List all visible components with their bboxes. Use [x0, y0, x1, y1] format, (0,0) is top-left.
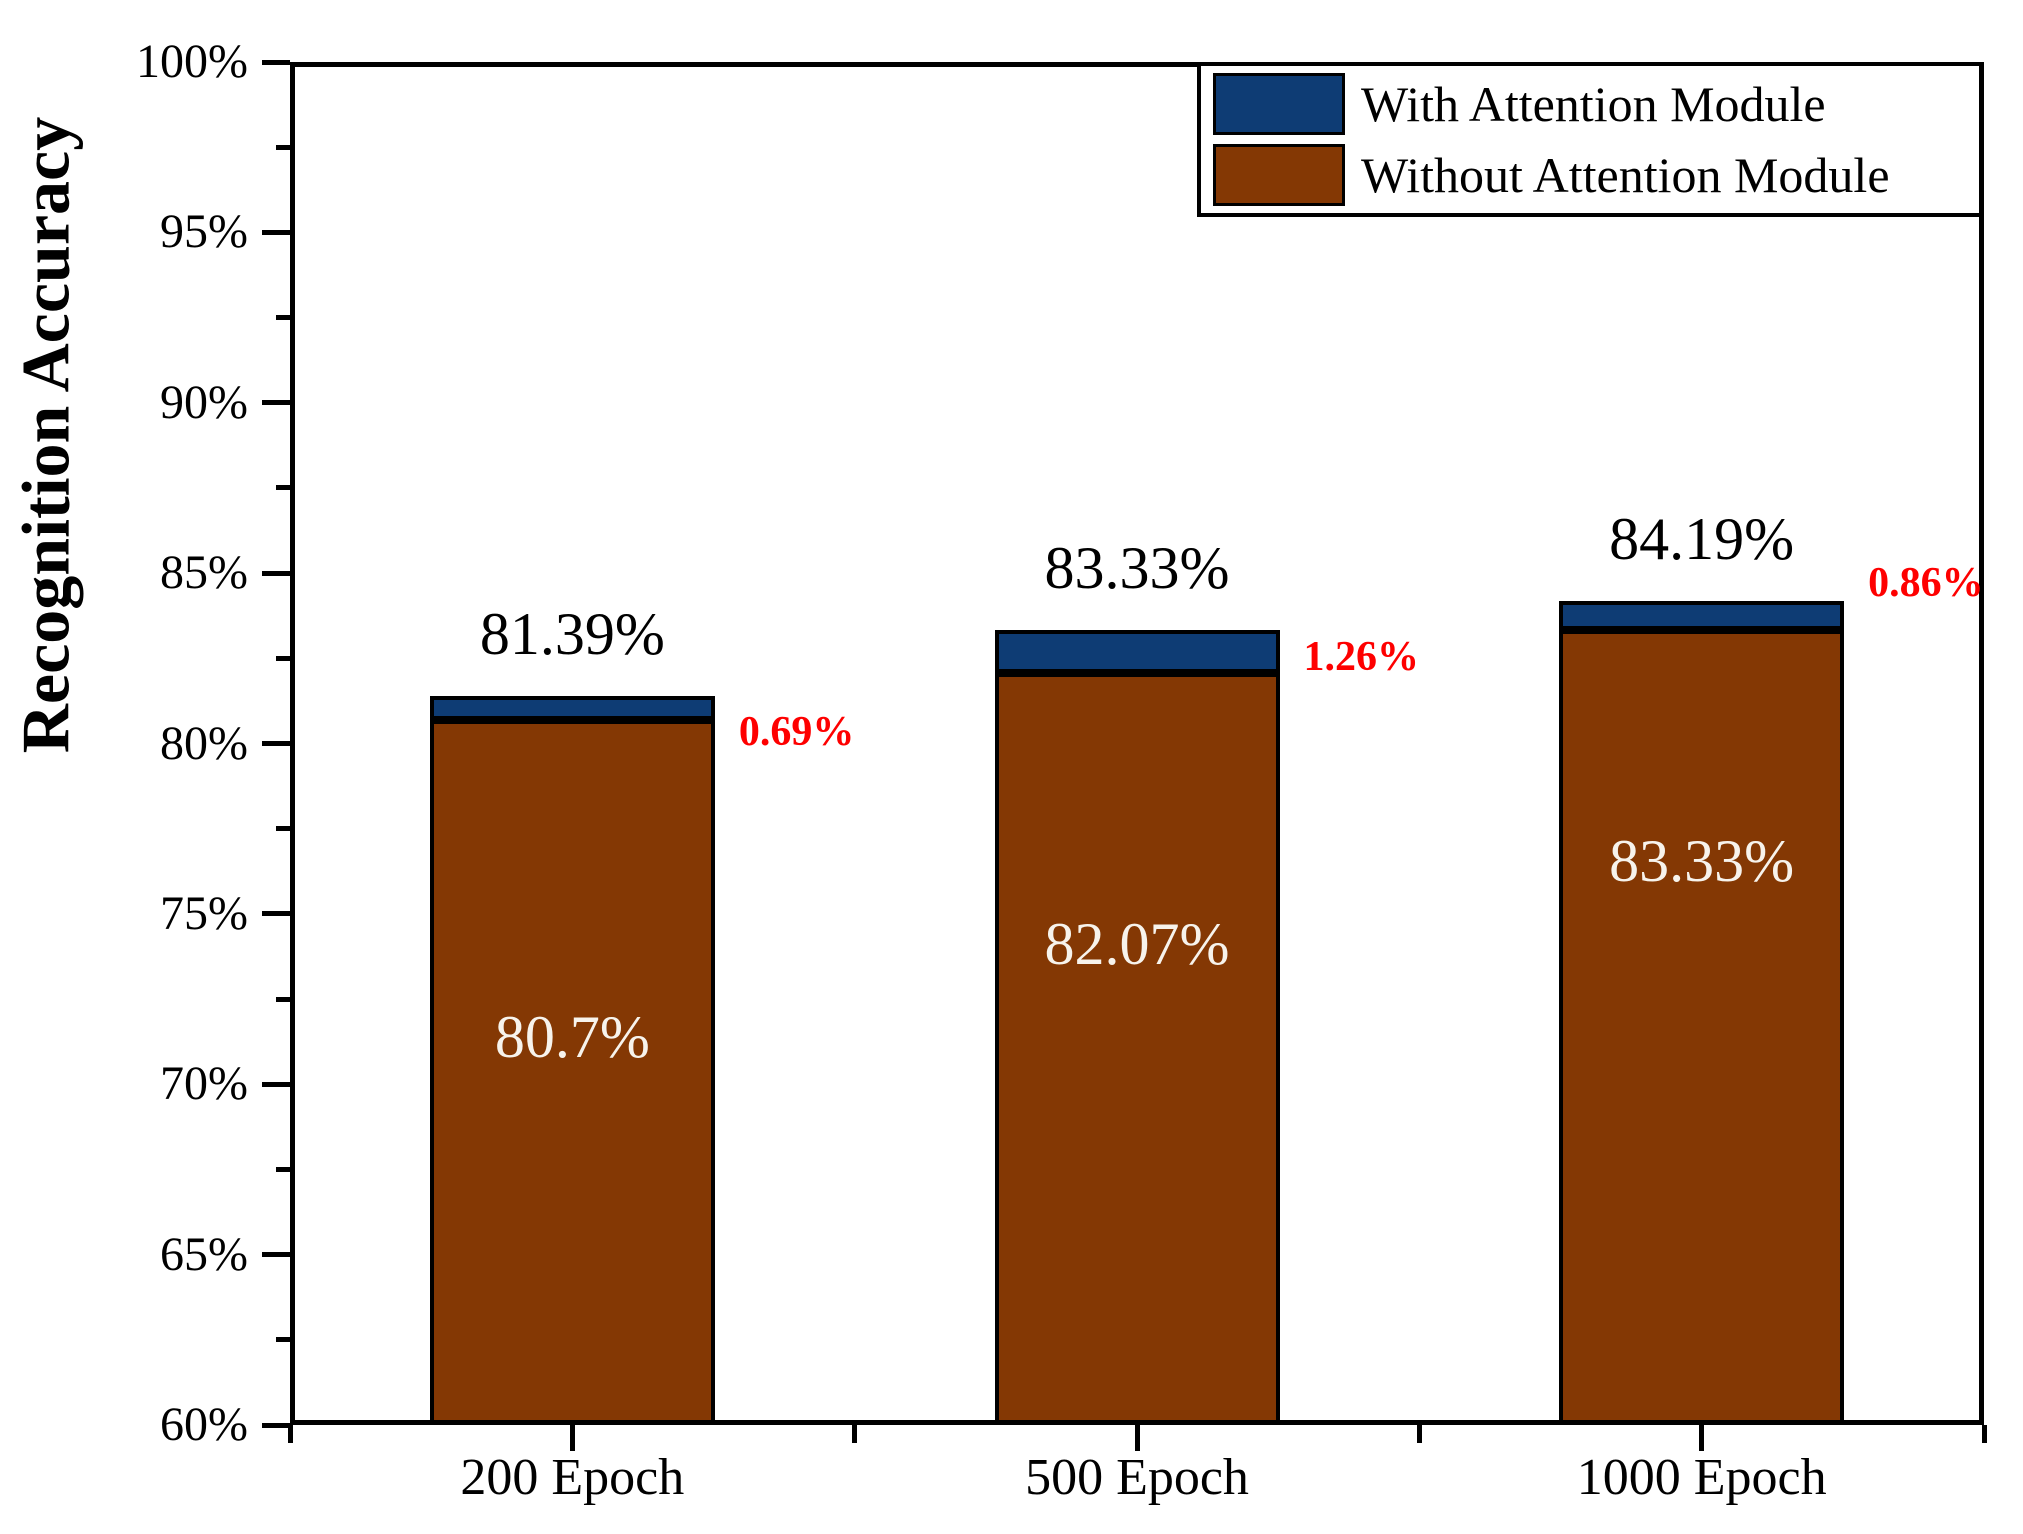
bar-segment-with-attention: [429, 696, 715, 720]
y-minor-tick: [276, 1166, 290, 1172]
diff-value-label: 0.86%: [1868, 560, 1984, 607]
y-tick-label: 90%: [160, 375, 248, 429]
diff-value-label: 1.26%: [1303, 634, 1420, 681]
y-major-tick: [262, 741, 290, 746]
total-value-label: 83.33%: [1044, 535, 1230, 602]
y-major-tick: [262, 1422, 290, 1428]
inside-value-label: 82.07%: [1044, 910, 1230, 977]
legend-label: Without Attention Module: [1361, 147, 1890, 203]
y-major-tick: [262, 229, 290, 235]
y-minor-tick: [276, 826, 290, 832]
y-tick-label: 65%: [160, 1227, 248, 1281]
legend-swatch-with-attention: [1213, 73, 1345, 135]
legend-item-with-attention: With Attention Module: [1213, 71, 1979, 137]
bar-segment-without-attention: [429, 719, 715, 1425]
inside-value-label: 80.7%: [494, 1004, 650, 1071]
x-major-tick: [1134, 1425, 1140, 1451]
y-major-tick: [262, 400, 290, 406]
legend-swatch-without-attention: [1213, 144, 1345, 206]
y-minor-tick: [276, 996, 290, 1002]
bar-segment-with-attention: [994, 630, 1280, 673]
y-minor-tick: [276, 144, 290, 150]
x-minor-tick: [1981, 1425, 1987, 1443]
x-axis-category-label: 1000 Epoch: [1576, 1449, 1827, 1506]
x-axis-category-label: 500 Epoch: [1025, 1449, 1249, 1506]
y-minor-tick: [276, 1337, 290, 1343]
x-major-tick: [569, 1425, 575, 1451]
legend-label: With Attention Module: [1361, 76, 1826, 132]
y-major-tick: [262, 911, 290, 917]
y-minor-tick: [276, 485, 290, 491]
diff-value-label: 0.69%: [738, 708, 855, 755]
legend-item-without-attention: Without Attention Module: [1213, 142, 1979, 208]
y-minor-tick: [276, 655, 290, 661]
y-tick-label: 95%: [160, 205, 248, 259]
x-major-tick: [1699, 1425, 1705, 1451]
bar-segment-without-attention: [1559, 630, 1845, 1425]
total-value-label: 81.39%: [479, 601, 665, 668]
y-tick-label: 60%: [160, 1398, 248, 1451]
y-tick-label: 85%: [160, 546, 248, 600]
bar-segment-with-attention: [1559, 600, 1845, 631]
y-tick-label: 80%: [160, 716, 248, 770]
x-axis-category-label: 200 Epoch: [460, 1449, 685, 1506]
inside-value-label: 83.33%: [1609, 827, 1795, 894]
y-major-tick: [262, 1252, 290, 1258]
total-value-label: 84.19%: [1609, 505, 1795, 572]
y-tick-label: 75%: [160, 886, 248, 940]
x-minor-tick: [287, 1425, 293, 1443]
y-major-tick: [262, 59, 290, 65]
legend: With Attention Module Without Attention …: [1197, 62, 1983, 217]
x-minor-tick: [852, 1425, 858, 1443]
y-tick-label: 70%: [160, 1057, 248, 1111]
y-major-tick: [262, 1081, 290, 1087]
y-minor-tick: [276, 315, 290, 321]
y-tick-label: 100%: [136, 35, 248, 88]
x-minor-tick: [1416, 1425, 1422, 1443]
y-major-tick: [262, 570, 290, 576]
bar-segment-without-attention: [994, 672, 1280, 1425]
